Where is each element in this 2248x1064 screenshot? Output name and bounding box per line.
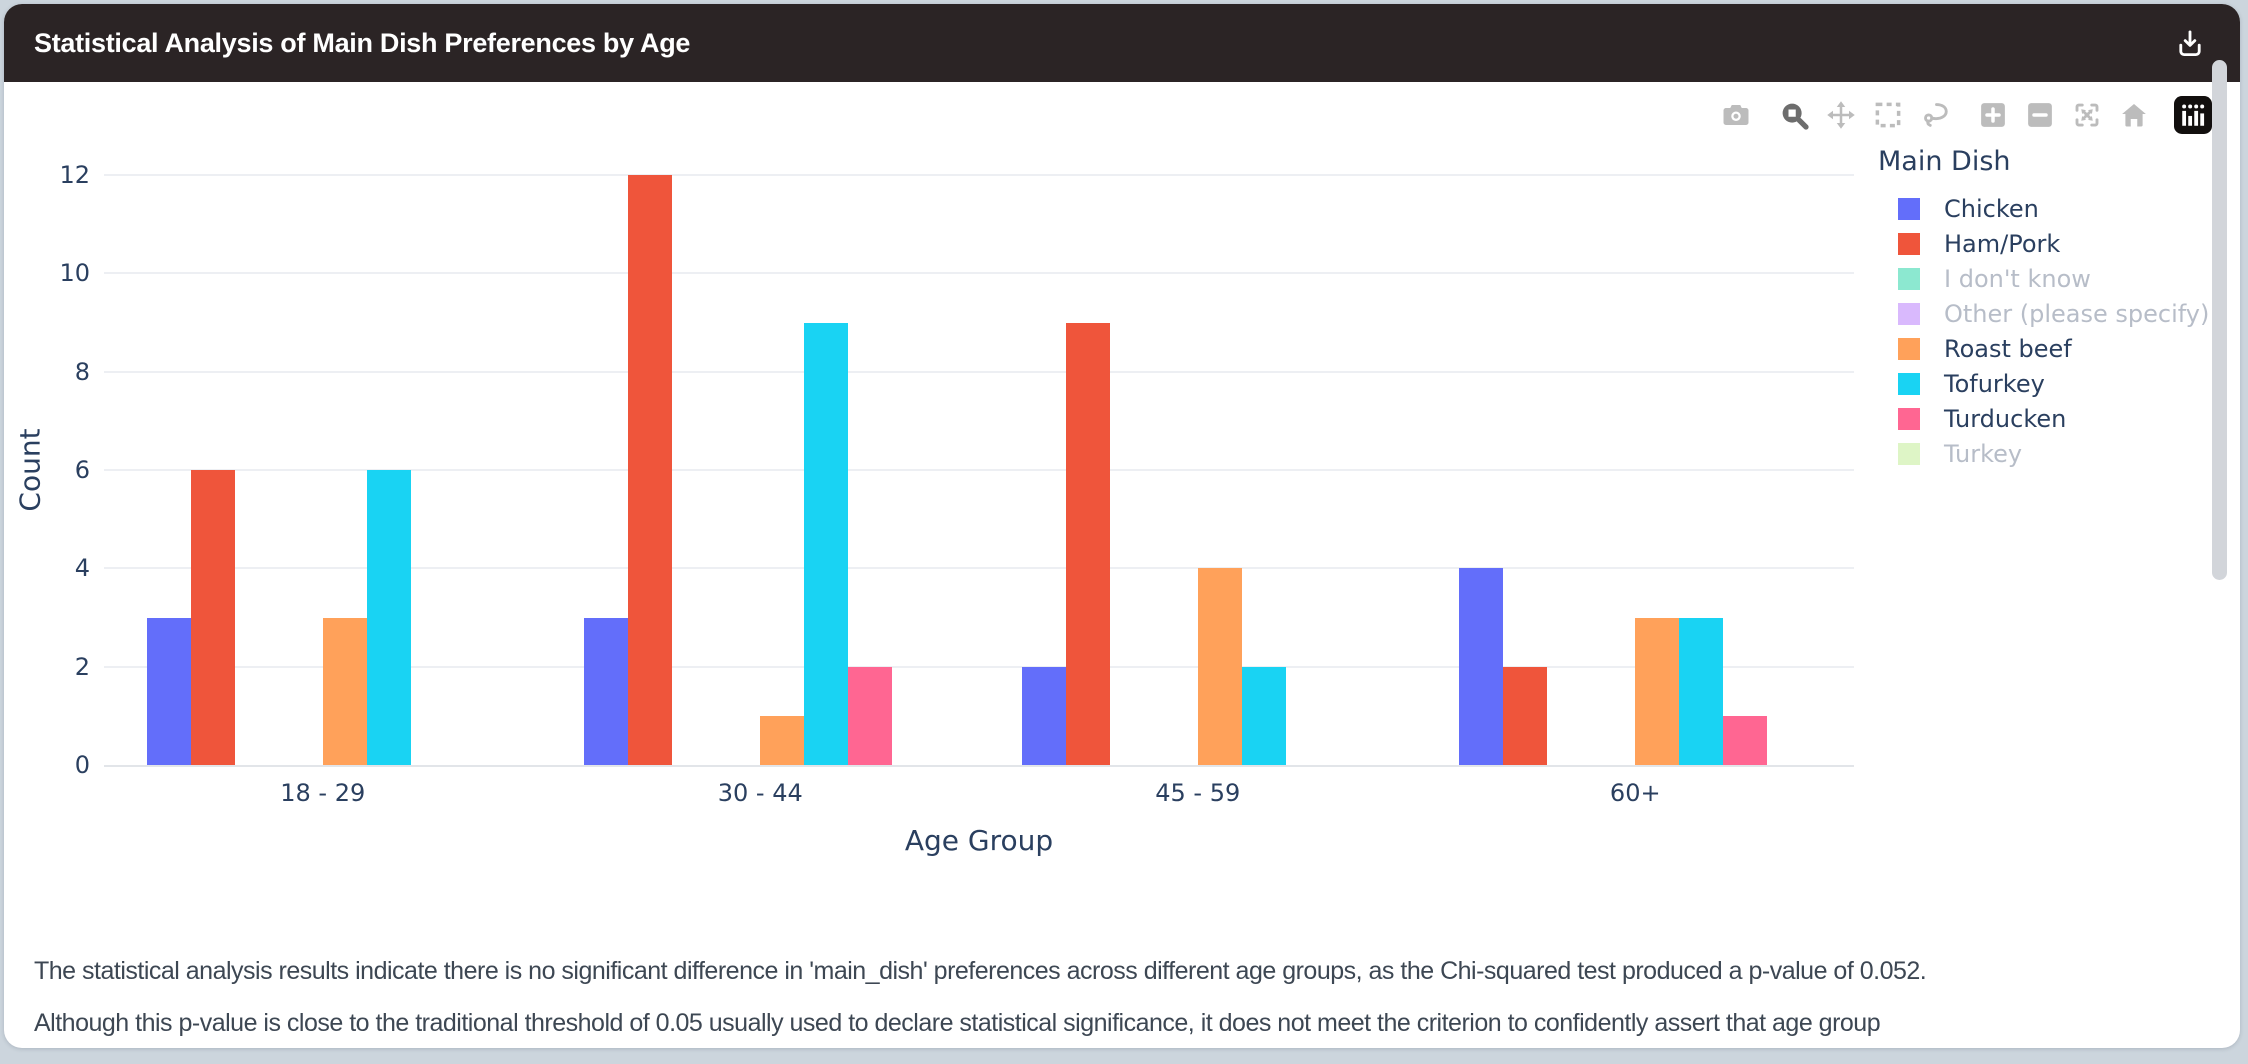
zoom-out-icon[interactable] [2024, 99, 2056, 131]
y-tick-label: 2 [74, 652, 90, 681]
analysis-line-2: Although this p-value is close to the tr… [34, 1009, 1881, 1037]
x-tick-label: 45 - 59 [1155, 779, 1241, 807]
legend-label: Other (please specify) [1944, 299, 2210, 328]
legend-swatch [1898, 407, 1920, 430]
lasso-select-icon[interactable] [1919, 99, 1951, 131]
legend-title: Main Dish [1878, 146, 2011, 177]
bar-roast-beef-30-44[interactable] [760, 715, 805, 765]
bar-chicken-18-29[interactable] [146, 617, 191, 765]
legend-label: Tofurkey [1944, 369, 2045, 398]
x-tick-label: 60+ [1609, 779, 1661, 807]
x-axis-title: Age Group [904, 824, 1054, 857]
plotly-logo-icon[interactable] [2174, 96, 2212, 134]
plot-area[interactable] [104, 174, 1854, 767]
legend-items: Chicken Ham/Pork I don't know Other (please… [1876, 191, 2216, 471]
bar-ham-pork-30-44[interactable] [628, 175, 673, 765]
bar-turducken-30-44[interactable] [848, 666, 893, 765]
legend-item-tofurkey[interactable]: Tofurkey [1876, 366, 2216, 401]
legend-label: I don't know [1944, 264, 2091, 293]
y-tick-label: 4 [74, 554, 90, 583]
bar-ham-pork-60+[interactable] [1503, 666, 1548, 765]
y-tick-label: 12 [59, 161, 90, 189]
reset-axes-home-icon[interactable] [2118, 99, 2150, 131]
gridline-y6 [104, 469, 1854, 471]
y-tick-label: 6 [74, 456, 90, 484]
bar-tofurkey-30-44[interactable] [804, 322, 849, 765]
bar-ham-pork-18-29[interactable] [190, 470, 235, 765]
scrollbar-thumb[interactable] [2212, 60, 2227, 580]
bar-roast-beef-18-29[interactable] [322, 617, 367, 765]
bar-chicken-30-44[interactable] [584, 617, 629, 765]
pan-icon[interactable] [1825, 99, 1857, 131]
card-title: Statistical Analysis of Main Dish Prefer… [34, 27, 691, 58]
legend-item-roast-beef[interactable]: Roast beef [1876, 331, 2216, 366]
legend-item-ham-pork[interactable]: Ham/Pork [1876, 226, 2216, 261]
analysis-text: The statistical analysis results indicat… [34, 945, 2200, 1048]
legend-swatch [1898, 337, 1920, 360]
plotly-modebar [1705, 96, 2212, 134]
legend-item-other-please-specify-[interactable]: Other (please specify) [1876, 296, 2216, 331]
analysis-card: Statistical Analysis of Main Dish Prefer… [4, 4, 2240, 1048]
y-tick-label: 10 [59, 259, 90, 288]
analysis-line-1: The statistical analysis results indicat… [34, 957, 1927, 985]
legend-item-i-don-t-know[interactable]: I don't know [1876, 261, 2216, 296]
gridline-y4 [104, 567, 1854, 570]
legend-item-turducken[interactable]: Turducken [1876, 401, 2216, 436]
legend-label: Chicken [1944, 194, 2039, 223]
bar-tofurkey-45-59[interactable] [1241, 666, 1286, 765]
autoscale-icon[interactable] [2071, 99, 2103, 131]
legend-swatch [1898, 232, 1920, 255]
camera-icon[interactable] [1720, 99, 1752, 131]
download-tray-icon[interactable] [2170, 23, 2210, 63]
y-tick-label: 0 [74, 751, 90, 779]
bar-chicken-45-59[interactable] [1021, 666, 1066, 765]
legend-label: Roast beef [1944, 334, 2072, 363]
bar-tofurkey-18-29[interactable] [366, 470, 411, 765]
zoom-icon[interactable] [1778, 99, 1810, 131]
bar-roast-beef-45-59[interactable] [1197, 568, 1242, 765]
x-tick-label: 30 - 44 [717, 779, 803, 807]
bar-chicken-60+[interactable] [1459, 568, 1504, 765]
legend-swatch [1898, 372, 1920, 395]
x-tick-label: 18 - 29 [280, 779, 366, 807]
legend-swatch [1898, 302, 1920, 325]
gridline-y10 [104, 272, 1854, 275]
legend-swatch [1898, 197, 1920, 220]
gridline-y2 [104, 665, 1854, 668]
bar-turducken-60+[interactable] [1723, 715, 1768, 765]
legend-item-turkey[interactable]: Turkey [1876, 436, 2216, 471]
bar-ham-pork-45-59[interactable] [1065, 322, 1110, 765]
zoom-in-icon[interactable] [1977, 99, 2009, 131]
legend: Main Dish Chicken Ham/Pork I don't know Oth… [1876, 146, 2216, 471]
legend-swatch [1898, 267, 1920, 290]
bar-tofurkey-60+[interactable] [1679, 617, 1724, 765]
box-select-icon[interactable] [1872, 99, 1904, 131]
bar-roast-beef-60+[interactable] [1635, 617, 1680, 765]
legend-label: Ham/Pork [1944, 229, 2061, 258]
plotly-chart: 0 2 4 6 8 10 12 18 - 29 30 - 44 45 - 59 60+ Count… [4, 82, 2240, 924]
gridline-y8 [104, 370, 1854, 373]
legend-label: Turducken [1944, 404, 2067, 433]
y-axis-title: Count [13, 428, 47, 512]
legend-swatch [1898, 442, 1920, 465]
card-header: Statistical Analysis of Main Dish Prefer… [4, 4, 2240, 82]
y-tick-label: 8 [74, 357, 90, 386]
legend-label: Turkey [1944, 439, 2023, 468]
legend-item-chicken[interactable]: Chicken [1876, 191, 2216, 226]
gridline-y12 [104, 174, 1854, 176]
